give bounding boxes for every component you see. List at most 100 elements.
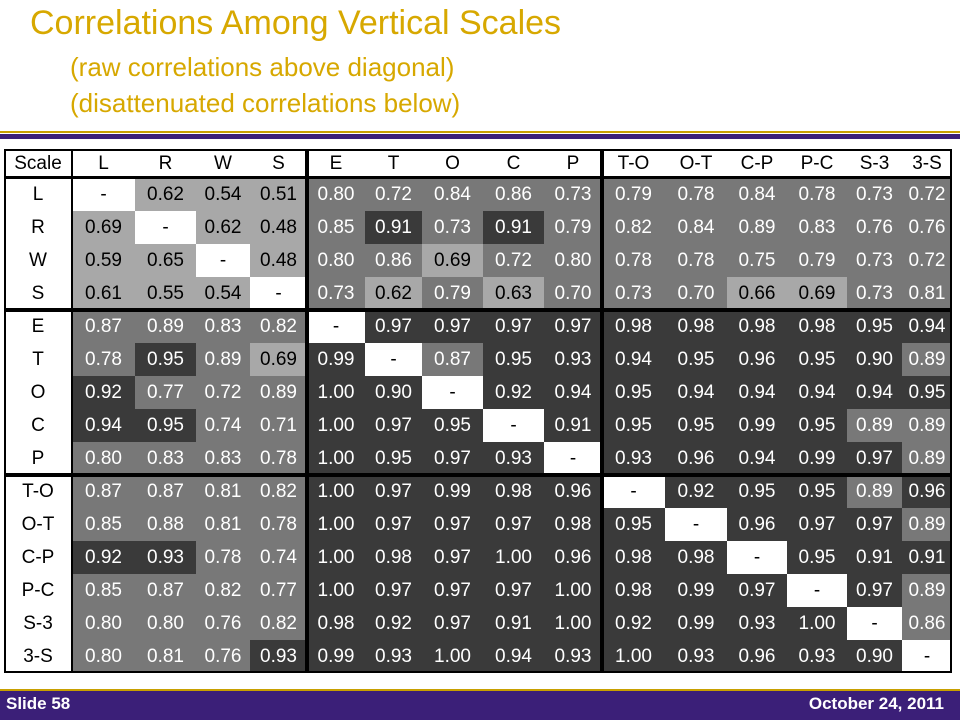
matrix-cell: 0.78 [250, 442, 307, 475]
matrix-cell: 0.91 [365, 211, 422, 244]
matrix-cell: 0.65 [135, 244, 196, 277]
matrix-cell: 0.84 [422, 178, 483, 211]
matrix-cell: 0.96 [727, 640, 787, 673]
matrix-cell: 1.00 [544, 607, 602, 640]
matrix-cell: 0.92 [72, 541, 135, 574]
matrix-column-header: C-P [727, 149, 787, 178]
matrix-cell: 0.89 [250, 376, 307, 409]
matrix-cell: - [483, 409, 544, 442]
matrix-cell: 0.98 [544, 508, 602, 541]
matrix-row-header: S-3 [4, 607, 72, 640]
matrix-cell: 0.94 [902, 310, 952, 343]
matrix-cell: - [602, 475, 665, 508]
matrix-cell: 0.90 [847, 343, 902, 376]
matrix-cell: 0.93 [544, 640, 602, 673]
matrix-cell: 0.87 [72, 475, 135, 508]
matrix-cell: 0.86 [483, 178, 544, 211]
matrix-cell: 0.73 [422, 211, 483, 244]
matrix-cell: 0.75 [727, 244, 787, 277]
matrix-cell: 0.97 [544, 310, 602, 343]
matrix-cell: 0.93 [544, 343, 602, 376]
matrix-cell: 0.72 [365, 178, 422, 211]
matrix-cell: 0.76 [902, 211, 952, 244]
matrix-cell: 0.89 [902, 409, 952, 442]
matrix-cell: 0.96 [727, 508, 787, 541]
matrix-cell: 0.82 [250, 475, 307, 508]
matrix-column-header: R [135, 149, 196, 178]
matrix-cell: 0.73 [544, 178, 602, 211]
matrix-row-header: P-C [4, 574, 72, 607]
matrix-cell: 0.63 [483, 277, 544, 310]
matrix-cell: 0.96 [665, 442, 727, 475]
matrix-cell: 0.97 [847, 574, 902, 607]
matrix-cell: 0.93 [483, 442, 544, 475]
matrix-row-header: T-O [4, 475, 72, 508]
matrix-cell: 0.95 [727, 475, 787, 508]
matrix-cell: 0.79 [787, 244, 847, 277]
matrix-cell: 0.98 [602, 310, 665, 343]
matrix-cell: 0.94 [483, 640, 544, 673]
matrix-cell: 0.71 [250, 409, 307, 442]
matrix-cell: 0.93 [250, 640, 307, 673]
matrix-row-header: T [4, 343, 72, 376]
matrix-cell: 0.97 [365, 475, 422, 508]
matrix-group-divider [4, 473, 952, 477]
matrix-cell: 1.00 [307, 541, 365, 574]
matrix-cell: - [544, 442, 602, 475]
matrix-cell: 1.00 [422, 640, 483, 673]
matrix-cell: 0.80 [307, 178, 365, 211]
matrix-cell: 1.00 [483, 541, 544, 574]
matrix-cell: 0.97 [365, 508, 422, 541]
matrix-cell: - [135, 211, 196, 244]
matrix-column-header: T-O [602, 149, 665, 178]
matrix-cell: 0.96 [544, 541, 602, 574]
slide-number: Slide 58 [6, 694, 71, 713]
matrix-cell: 0.89 [902, 442, 952, 475]
matrix-cell: 0.97 [483, 508, 544, 541]
matrix-cell: 0.70 [544, 277, 602, 310]
matrix-cell: 0.98 [483, 475, 544, 508]
matrix-cell: 0.93 [135, 541, 196, 574]
matrix-cell: 0.54 [196, 178, 250, 211]
matrix-column-header: T [365, 149, 422, 178]
matrix-cell: - [665, 508, 727, 541]
matrix-cell: 0.93 [602, 442, 665, 475]
matrix-cell: 0.82 [250, 607, 307, 640]
matrix-cell: 0.95 [787, 541, 847, 574]
matrix-cell: 0.62 [365, 277, 422, 310]
matrix-cell: 0.73 [307, 277, 365, 310]
matrix-cell: 0.55 [135, 277, 196, 310]
matrix-row-header: C-P [4, 541, 72, 574]
matrix-cell: 0.97 [727, 574, 787, 607]
matrix-cell: 0.88 [135, 508, 196, 541]
matrix-cell: 0.69 [250, 343, 307, 376]
matrix-label-divider [71, 149, 73, 673]
matrix-cell: 0.81 [135, 640, 196, 673]
matrix-cell: 0.48 [250, 211, 307, 244]
matrix-cell: 0.98 [665, 541, 727, 574]
matrix-cell: 0.80 [544, 244, 602, 277]
matrix-cell: 0.97 [483, 574, 544, 607]
matrix-column-header: E [307, 149, 365, 178]
matrix-cell: 0.83 [196, 310, 250, 343]
slide-title: Correlations Among Vertical Scales [30, 4, 562, 42]
matrix-cell: 0.78 [250, 508, 307, 541]
matrix-cell: 0.94 [727, 376, 787, 409]
matrix-cell: 0.97 [847, 508, 902, 541]
matrix-cell: 0.95 [602, 376, 665, 409]
matrix-cell: - [787, 574, 847, 607]
matrix-cell: - [72, 178, 135, 211]
matrix-cell: 0.99 [787, 442, 847, 475]
matrix-group-divider [4, 308, 952, 312]
matrix-cell: 0.95 [847, 310, 902, 343]
matrix-cell: 0.92 [665, 475, 727, 508]
matrix-cell: 0.95 [135, 343, 196, 376]
matrix-cell: 0.91 [483, 211, 544, 244]
slide-subtitle-disattenuated: (disattenuated correlations below) [70, 88, 461, 118]
matrix-cell: 0.97 [422, 442, 483, 475]
matrix-cell: 0.79 [544, 211, 602, 244]
matrix-cell: 0.82 [250, 310, 307, 343]
matrix-cell: 0.89 [902, 574, 952, 607]
matrix-cell: 0.99 [727, 409, 787, 442]
matrix-cell: 0.86 [902, 607, 952, 640]
